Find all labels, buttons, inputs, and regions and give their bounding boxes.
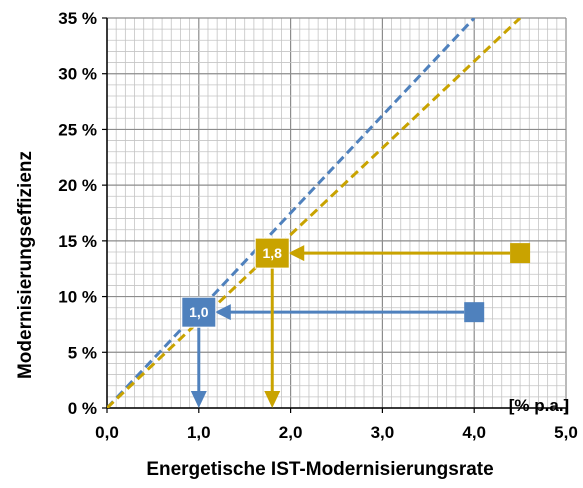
y-tick-label: 15 %: [58, 232, 97, 251]
y-tick-label: 5 %: [68, 343, 97, 362]
y-tick-label: 25 %: [58, 120, 97, 139]
value-box: [181, 296, 217, 328]
x-tick-label: 2,0: [279, 423, 303, 442]
x-axis-title: Energetische IST-Modernisierungsrate: [146, 459, 493, 480]
y-axis-title: Modernisierungseffizienz: [15, 151, 36, 379]
x-tick-label: 1,0: [187, 423, 211, 442]
y-tick-label: 10 %: [58, 288, 97, 307]
series-line: [107, 18, 476, 408]
y-tick-label: 20 %: [58, 176, 97, 195]
series-line: [107, 18, 522, 408]
series: [107, 18, 522, 408]
x-tick-label: 5,0: [554, 423, 578, 442]
value-box-label: 1,8: [263, 245, 283, 261]
y-tick-label: 30 %: [58, 65, 97, 84]
start-marker: [510, 243, 531, 264]
labels: Modernisierungseffizienz Energetische IS…: [15, 151, 569, 480]
x-tick-label: 3,0: [371, 423, 395, 442]
annotations: 1,0 1,8: [181, 237, 531, 408]
x-tick-label: 4,0: [462, 423, 486, 442]
arrow-head-down: [264, 391, 281, 408]
value-box: [254, 237, 290, 269]
arrow-head-down: [190, 391, 207, 408]
y-tick-label: 0 %: [68, 399, 97, 418]
grid: [106, 17, 567, 409]
start-marker: [464, 302, 485, 323]
x-tick-label: 0,0: [95, 423, 119, 442]
value-box-label: 1,0: [189, 304, 209, 320]
y-tick-label: 35 %: [58, 9, 97, 28]
axes: 0,0 1,0 2,0 3,0 4,0 5,0 0 % 5 % 10 % 15 % 20 % 25 %…: [58, 9, 578, 442]
x-unit-label: [% p.a.]: [509, 396, 569, 415]
arrow-head-left: [214, 304, 231, 321]
arrow-head-left: [288, 245, 305, 262]
